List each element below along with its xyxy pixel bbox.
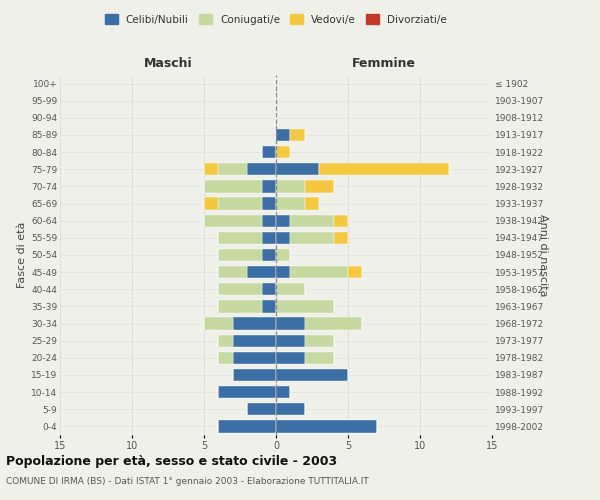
Bar	[218, 163, 247, 175]
Bar	[247, 266, 276, 278]
Bar	[319, 163, 449, 175]
Bar	[276, 163, 319, 175]
Bar	[218, 198, 262, 209]
Bar	[305, 180, 334, 192]
Bar	[276, 352, 305, 364]
Bar	[276, 386, 290, 398]
Bar	[276, 300, 334, 312]
Bar	[204, 318, 233, 330]
Bar	[218, 420, 276, 432]
Text: COMUNE DI IRMA (BS) - Dati ISTAT 1° gennaio 2003 - Elaborazione TUTTITALIA.IT: COMUNE DI IRMA (BS) - Dati ISTAT 1° genn…	[6, 478, 369, 486]
Bar	[290, 129, 305, 141]
Bar	[276, 266, 290, 278]
Bar	[233, 369, 276, 381]
Bar	[290, 232, 334, 244]
Bar	[262, 300, 276, 312]
Bar	[290, 214, 334, 227]
Bar	[218, 232, 262, 244]
Bar	[218, 266, 247, 278]
Bar	[233, 318, 276, 330]
Bar	[276, 232, 290, 244]
Bar	[247, 403, 276, 415]
Bar	[276, 214, 290, 227]
Bar	[276, 403, 305, 415]
Bar	[276, 180, 305, 192]
Bar	[204, 180, 262, 192]
Bar	[305, 352, 334, 364]
Bar	[218, 334, 233, 347]
Bar	[204, 163, 218, 175]
Bar	[276, 334, 305, 347]
Bar	[262, 180, 276, 192]
Bar	[218, 283, 262, 296]
Bar	[262, 232, 276, 244]
Bar	[233, 352, 276, 364]
Bar	[276, 249, 290, 261]
Bar	[348, 266, 362, 278]
Bar	[218, 249, 262, 261]
Text: Femmine: Femmine	[352, 57, 416, 70]
Bar	[204, 214, 262, 227]
Bar	[276, 318, 305, 330]
Y-axis label: Fasce di età: Fasce di età	[17, 222, 27, 288]
Y-axis label: Anni di nascita: Anni di nascita	[538, 214, 548, 296]
Bar	[204, 198, 218, 209]
Bar	[276, 283, 305, 296]
Bar	[218, 386, 276, 398]
Text: Maschi: Maschi	[143, 57, 193, 70]
Bar	[262, 146, 276, 158]
Bar	[276, 129, 290, 141]
Bar	[276, 369, 348, 381]
Bar	[276, 146, 290, 158]
Bar	[218, 352, 233, 364]
Bar	[305, 198, 319, 209]
Bar	[305, 318, 362, 330]
Bar	[262, 214, 276, 227]
Bar	[233, 334, 276, 347]
Bar	[334, 232, 348, 244]
Bar	[276, 198, 305, 209]
Bar	[290, 266, 348, 278]
Bar	[218, 300, 262, 312]
Bar	[334, 214, 348, 227]
Text: Popolazione per età, sesso e stato civile - 2003: Popolazione per età, sesso e stato civil…	[6, 455, 337, 468]
Bar	[305, 334, 334, 347]
Bar	[262, 198, 276, 209]
Bar	[247, 163, 276, 175]
Bar	[262, 283, 276, 296]
Bar	[262, 249, 276, 261]
Legend: Celibi/Nubili, Coniugati/e, Vedovi/e, Divorziati/e: Celibi/Nubili, Coniugati/e, Vedovi/e, Di…	[101, 10, 451, 29]
Bar	[276, 420, 377, 432]
